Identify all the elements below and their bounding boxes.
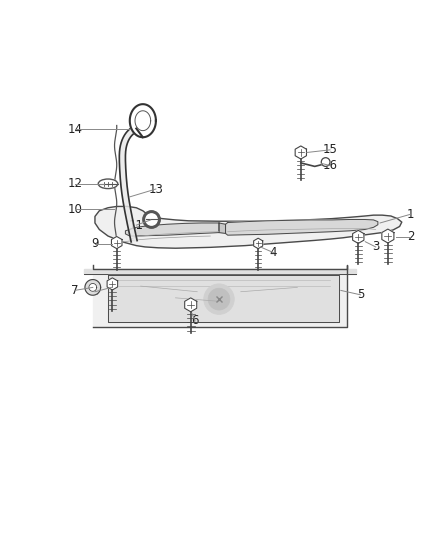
Text: 4: 4 — [270, 246, 277, 259]
Circle shape — [208, 288, 230, 310]
Text: 9: 9 — [91, 237, 99, 251]
Polygon shape — [219, 223, 226, 233]
Polygon shape — [119, 126, 138, 242]
Text: 3: 3 — [372, 240, 379, 253]
Polygon shape — [254, 238, 263, 249]
Polygon shape — [93, 265, 347, 327]
Polygon shape — [84, 269, 356, 274]
Text: 14: 14 — [68, 123, 83, 136]
Polygon shape — [226, 220, 378, 235]
Ellipse shape — [98, 179, 118, 189]
Text: 15: 15 — [322, 143, 337, 156]
Polygon shape — [382, 229, 394, 243]
Polygon shape — [85, 280, 101, 295]
Text: 7: 7 — [71, 284, 78, 297]
Text: 5: 5 — [357, 288, 364, 301]
Circle shape — [321, 158, 330, 166]
Text: 11: 11 — [129, 219, 144, 232]
Polygon shape — [185, 298, 197, 312]
Polygon shape — [111, 237, 122, 249]
Circle shape — [146, 214, 157, 225]
Polygon shape — [130, 104, 156, 137]
Circle shape — [204, 284, 234, 314]
Polygon shape — [125, 223, 219, 236]
Text: 1: 1 — [407, 208, 414, 221]
Circle shape — [143, 211, 160, 228]
Polygon shape — [95, 206, 402, 248]
Text: 13: 13 — [148, 182, 163, 196]
Text: 6: 6 — [191, 314, 199, 327]
Polygon shape — [353, 230, 364, 244]
Text: 10: 10 — [68, 203, 83, 215]
Polygon shape — [107, 278, 118, 290]
Polygon shape — [108, 275, 339, 322]
Text: 8: 8 — [91, 285, 99, 298]
Polygon shape — [295, 146, 307, 159]
Text: 2: 2 — [407, 230, 414, 244]
Text: 12: 12 — [68, 177, 83, 190]
Text: 16: 16 — [322, 159, 338, 172]
Polygon shape — [89, 284, 97, 292]
